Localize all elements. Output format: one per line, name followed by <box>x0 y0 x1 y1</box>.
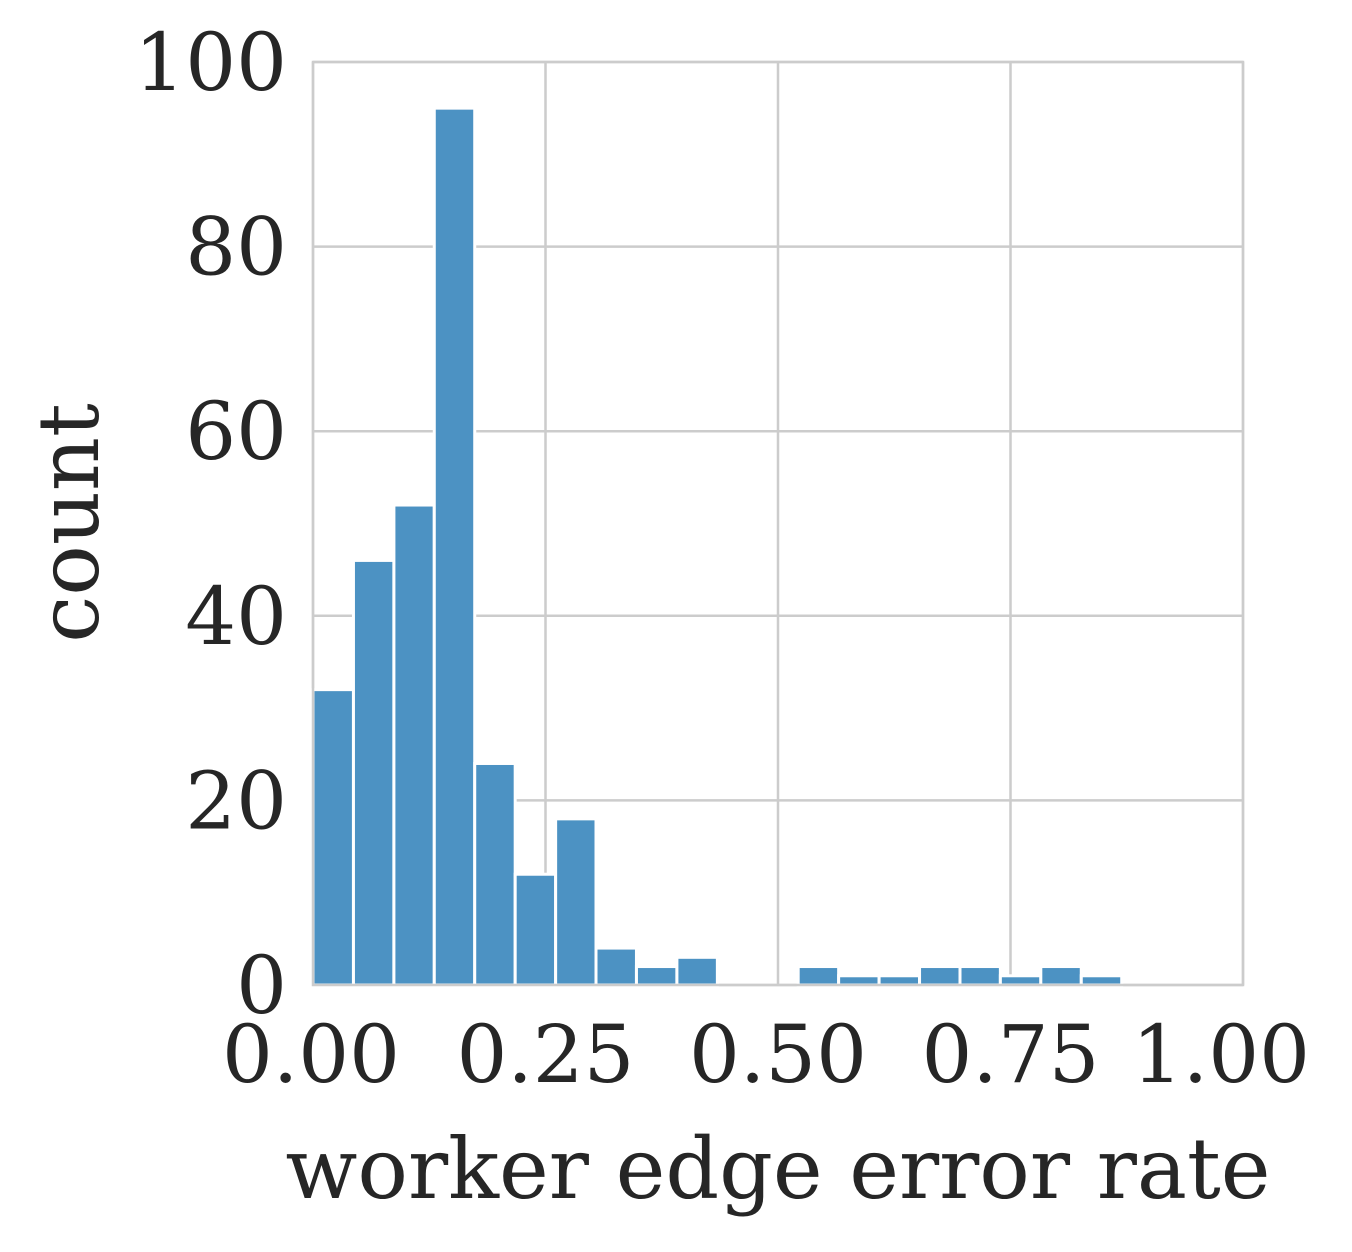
x-tick-label: 0.25 <box>456 1008 634 1101</box>
y-tick-label: 80 <box>185 201 287 294</box>
x-tick-labels: 0.00 0.25 0.50 0.75 1.00 <box>222 1008 1310 1101</box>
y-tick-label: 40 <box>185 570 287 663</box>
x-tick-label: 1.00 <box>1132 1008 1310 1101</box>
histogram-bar <box>554 817 598 987</box>
y-tick-labels: 0 20 40 60 80 100 <box>134 16 287 1032</box>
histogram-bar <box>918 965 962 987</box>
histogram-bar <box>473 761 517 987</box>
histogram-bar <box>1079 974 1124 987</box>
x-tick-label: 0.75 <box>921 1008 1099 1101</box>
histogram-bar <box>594 946 638 987</box>
plot-frame <box>311 60 1245 987</box>
histogram-bar <box>958 965 1002 987</box>
x-tick-label: 0.50 <box>689 1008 867 1101</box>
y-tick-label: 100 <box>134 16 287 109</box>
histogram-bar <box>634 965 679 987</box>
histogram-bar <box>311 688 355 987</box>
histogram-bar <box>432 106 477 987</box>
histogram-bar <box>1039 965 1083 987</box>
histogram-bar <box>675 955 719 987</box>
y-tick-label: 20 <box>185 754 287 847</box>
y-tick-label: 0 <box>236 939 287 1032</box>
histogram-bar <box>837 974 881 987</box>
histogram-bar <box>877 974 922 987</box>
histogram-bar <box>796 965 841 987</box>
histogram-bars <box>311 106 1124 987</box>
histogram-bar <box>351 558 396 987</box>
y-tick-label: 60 <box>185 385 287 478</box>
histogram-bar <box>392 503 436 987</box>
x-axis-title: worker edge error rate <box>286 1120 1271 1218</box>
histogram-bar <box>513 872 558 987</box>
y-axis-title: count <box>20 403 118 643</box>
histogram-bar <box>998 974 1043 987</box>
x-tick-label: 0.00 <box>222 1008 400 1101</box>
